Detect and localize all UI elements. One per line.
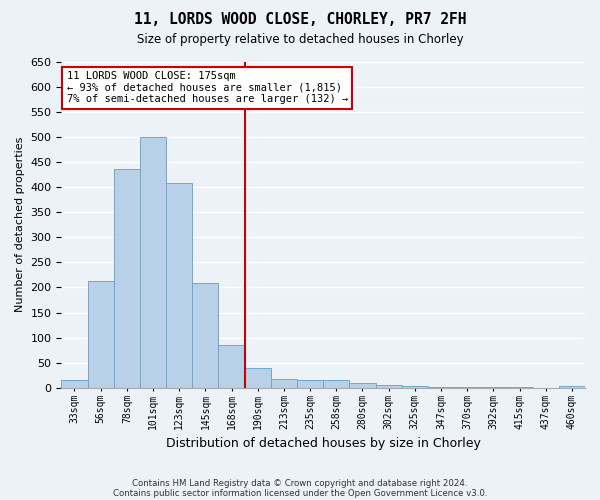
Bar bbox=[376, 386, 402, 388]
Text: Contains public sector information licensed under the Open Government Licence v3: Contains public sector information licen… bbox=[113, 488, 487, 498]
Bar bbox=[193, 284, 218, 388]
Bar bbox=[166, 183, 193, 388]
Y-axis label: Number of detached properties: Number of detached properties bbox=[15, 137, 25, 312]
Text: 11 LORDS WOOD CLOSE: 175sqm
← 93% of detached houses are smaller (1,815)
7% of s: 11 LORDS WOOD CLOSE: 175sqm ← 93% of det… bbox=[67, 72, 348, 104]
Text: Size of property relative to detached houses in Chorley: Size of property relative to detached ho… bbox=[137, 32, 463, 46]
Bar bbox=[218, 345, 245, 388]
Bar bbox=[323, 380, 349, 388]
Bar bbox=[61, 380, 88, 388]
Bar bbox=[297, 380, 323, 388]
Text: 11, LORDS WOOD CLOSE, CHORLEY, PR7 2FH: 11, LORDS WOOD CLOSE, CHORLEY, PR7 2FH bbox=[134, 12, 466, 28]
Bar bbox=[245, 368, 271, 388]
Bar bbox=[114, 170, 140, 388]
Bar bbox=[271, 379, 297, 388]
X-axis label: Distribution of detached houses by size in Chorley: Distribution of detached houses by size … bbox=[166, 437, 481, 450]
Text: Contains HM Land Registry data © Crown copyright and database right 2024.: Contains HM Land Registry data © Crown c… bbox=[132, 478, 468, 488]
Bar bbox=[402, 386, 428, 388]
Bar bbox=[88, 281, 114, 388]
Bar bbox=[349, 383, 376, 388]
Bar bbox=[428, 387, 454, 388]
Bar bbox=[140, 137, 166, 388]
Bar bbox=[559, 386, 585, 388]
